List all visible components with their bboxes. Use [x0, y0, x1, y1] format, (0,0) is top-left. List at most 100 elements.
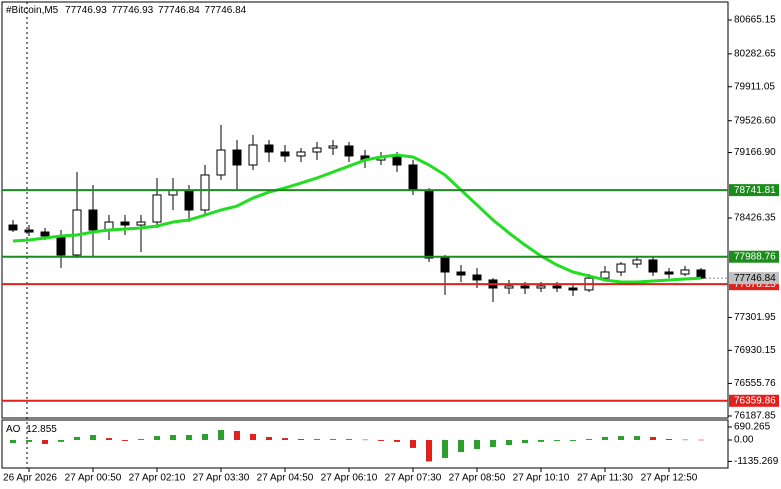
x-tick-label: 27 Apr 03:30	[193, 473, 250, 484]
candle-body	[520, 285, 530, 289]
candle-body	[424, 189, 434, 259]
ao-bar	[442, 440, 448, 458]
ao-bar	[602, 436, 608, 440]
level-label-box	[729, 394, 779, 407]
candle-body	[440, 257, 450, 273]
ao-bar	[138, 439, 144, 440]
ao-bar	[698, 439, 704, 441]
x-tick-label: 27 Apr 06:10	[321, 473, 378, 484]
ao-bar	[234, 430, 240, 440]
ao-bar	[298, 439, 304, 440]
y-tick-label: -1135.269	[734, 456, 779, 467]
ao-bar	[618, 436, 624, 440]
ao-bar	[682, 439, 688, 441]
level-label: 76359.86	[734, 395, 776, 406]
ao-bar	[42, 440, 48, 444]
candle-body	[136, 221, 146, 226]
x-tick-label: 27 Apr 08:50	[449, 473, 506, 484]
current-price-box	[729, 272, 779, 285]
candle-body	[552, 285, 562, 289]
candle-body	[504, 285, 514, 289]
current-price-label: 77746.84	[734, 273, 776, 284]
candle-body	[664, 271, 674, 275]
level-label-box	[729, 250, 779, 263]
candle-body	[328, 145, 338, 149]
candle-body	[600, 271, 610, 279]
y-tick-label: 79166.90	[734, 147, 776, 158]
candle-body	[88, 209, 98, 231]
level-label: 77678.25	[734, 279, 776, 290]
y-tick-label: 79526.60	[734, 115, 776, 126]
candle-body	[56, 235, 66, 256]
chart-header: #Bitcoin,M5 77746.93 77746.93 77746.84 7…	[6, 5, 247, 16]
candle-body	[568, 287, 578, 291]
y-tick-label: 76187.85	[734, 411, 776, 422]
ao-bar	[330, 439, 336, 440]
ao-bar	[394, 440, 400, 442]
ao-bar	[250, 433, 256, 440]
ao-header: AO 12.855	[6, 424, 57, 435]
ao-bar	[74, 436, 80, 440]
level-label: 78741.81	[734, 185, 776, 196]
ao-bar	[378, 440, 384, 441]
candle-body	[536, 285, 546, 289]
y-tick-label: 76555.76	[734, 378, 776, 389]
x-tick-label: 27 Apr 11:30	[577, 473, 633, 484]
x-tick-label: 27 Apr 00:50	[65, 473, 122, 484]
x-tick-label: 27 Apr 04:50	[257, 473, 314, 484]
ao-bar	[570, 440, 576, 441]
candle-body	[40, 231, 50, 237]
level-label: 77988.76	[734, 251, 776, 262]
y-tick-label: 80282.65	[734, 48, 776, 59]
ao-bar	[490, 440, 496, 447]
candle-body	[248, 144, 258, 166]
y-tick-label: 690.265	[734, 422, 771, 433]
x-tick-label: 27 Apr 10:10	[513, 473, 570, 484]
ao-bar	[10, 440, 16, 444]
ao-bar	[554, 440, 560, 441]
candle-body	[120, 221, 130, 226]
candle-body	[312, 147, 322, 153]
x-tick-label: 27 Apr 02:10	[129, 473, 186, 484]
ao-bar	[202, 433, 208, 440]
quote: 77746.93	[112, 5, 154, 16]
indicator-name: AO	[6, 424, 21, 435]
candle-body	[456, 271, 466, 276]
ao-bar	[186, 435, 192, 440]
candle-body	[648, 259, 658, 273]
y-tick-label: 77301.95	[734, 312, 776, 323]
candle-body	[296, 151, 306, 157]
ao-bar	[346, 439, 352, 440]
x-tick-label: 27 Apr 07:30	[385, 473, 442, 484]
indicator-value: 12.855	[26, 424, 57, 435]
x-tick-label: 26 Apr 2026	[3, 473, 57, 484]
y-tick-label: 78426.35	[734, 213, 776, 224]
candle-body	[8, 224, 18, 231]
candle-body	[216, 149, 226, 176]
candle-body	[152, 194, 162, 223]
ao-bar	[106, 438, 112, 440]
candle-body	[616, 263, 626, 273]
ao-bar	[650, 436, 656, 440]
ao-panel	[1, 419, 729, 469]
candle-body	[184, 189, 194, 211]
x-tick-label: 27 Apr 12:50	[641, 473, 698, 484]
ao-bar	[474, 440, 480, 450]
ao-bar	[410, 440, 416, 448]
candle-body	[392, 156, 402, 166]
candle-body	[680, 269, 690, 275]
y-tick-label: 79911.05	[734, 81, 775, 92]
candle-body	[344, 145, 354, 157]
quote: 77746.84	[158, 5, 200, 16]
quote: 77746.93	[65, 5, 107, 16]
ao-bar	[426, 440, 432, 462]
candle-body	[472, 274, 482, 281]
candle-body	[280, 151, 290, 157]
ao-bar	[218, 430, 224, 440]
ao-bar	[538, 440, 544, 442]
ao-bar	[170, 435, 176, 440]
candle-body	[200, 174, 210, 211]
candle-body	[632, 259, 642, 265]
